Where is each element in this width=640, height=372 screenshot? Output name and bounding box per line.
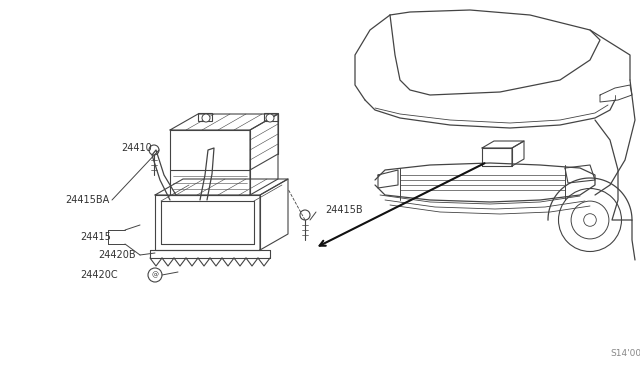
FancyBboxPatch shape xyxy=(198,113,212,121)
Text: S14'0006: S14'0006 xyxy=(610,349,640,358)
Circle shape xyxy=(266,114,274,122)
Circle shape xyxy=(202,114,210,122)
Circle shape xyxy=(148,268,162,282)
Text: 24415BA: 24415BA xyxy=(66,195,110,205)
FancyBboxPatch shape xyxy=(264,113,278,121)
Circle shape xyxy=(584,214,596,226)
Circle shape xyxy=(571,201,609,239)
Text: @: @ xyxy=(152,272,159,278)
Text: 24410: 24410 xyxy=(121,143,152,153)
Text: 24415: 24415 xyxy=(80,232,111,242)
Circle shape xyxy=(559,189,621,251)
Circle shape xyxy=(300,210,310,220)
Text: 24420B: 24420B xyxy=(98,250,136,260)
Text: 24415B: 24415B xyxy=(325,205,363,215)
Text: 24420C: 24420C xyxy=(80,270,118,280)
Circle shape xyxy=(149,145,159,155)
